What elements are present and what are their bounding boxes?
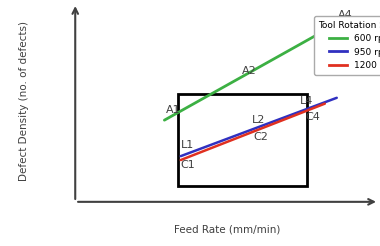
Text: A1: A1 — [166, 105, 180, 115]
Text: C2: C2 — [253, 132, 268, 142]
Text: C4: C4 — [306, 112, 320, 122]
Legend: 600 rpm, 950 rpm, 1200 rpm: 600 rpm, 950 rpm, 1200 rpm — [314, 16, 380, 75]
Bar — [178, 94, 307, 186]
Text: A4: A4 — [338, 10, 353, 20]
Text: C1: C1 — [181, 160, 195, 170]
Text: A2: A2 — [242, 66, 256, 77]
Text: Feed Rate (mm/min): Feed Rate (mm/min) — [174, 225, 280, 235]
Text: L1: L1 — [181, 140, 195, 150]
Text: Defect Density (no. of defects): Defect Density (no. of defects) — [19, 21, 28, 182]
Text: L2: L2 — [252, 115, 265, 125]
Text: L4: L4 — [299, 96, 313, 106]
